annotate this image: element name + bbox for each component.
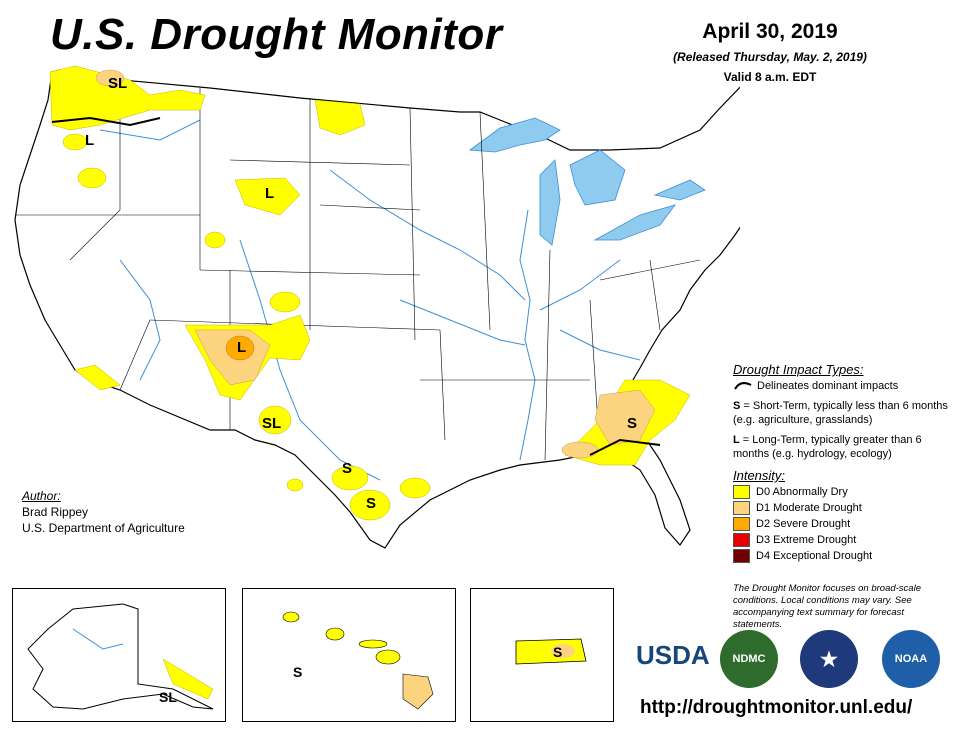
usda-logo: USDA [636,640,710,670]
s-text: = Short-Term, typically less than 6 mont… [733,400,948,426]
intensity-label: D4 Exceptional Drought [756,550,873,562]
impact-lines [51,116,661,456]
delineates-text: Delineates dominant impacts [757,380,899,392]
label-s-se: S [627,415,637,432]
puerto-rico-map: S [515,638,587,665]
label-sl-wa: SL [108,75,127,92]
map-title: U.S. Drought Monitor [50,10,503,59]
short-term-def: S = Short-Term, typically less than 6 mo… [733,399,958,427]
intensity-label: D0 Abnormally Dry [756,486,848,498]
intensity-swatch [733,485,750,499]
label-s-tx2: S [366,495,376,512]
label-sl-nm: SL [262,415,281,432]
eagle-icon: ★ [820,648,838,671]
legend: Drought Impact Types: Delineates dominan… [733,363,958,565]
delineation-line-icon [734,382,752,390]
intensity-row: D1 Moderate Drought [733,501,958,515]
label-s-pr: S [553,644,562,660]
intensity-label: D3 Extreme Drought [756,534,857,546]
author-name: Brad Rippey [22,505,89,519]
intensity-row: D0 Abnormally Dry [733,485,958,499]
label-l-wy: L [265,185,274,202]
hawaii-inset: S [242,588,456,722]
valid-time: Valid 8 a.m. EDT [723,70,817,84]
noaa-logo-text: NOAA [894,653,928,665]
author-heading: Author: [22,489,61,503]
intensity-swatch [733,549,750,563]
intensity-row: D4 Exceptional Drought [733,549,958,563]
intensity-swatch [733,501,750,515]
intensity-label: D1 Moderate Drought [756,502,862,514]
long-term-def: L = Long-Term, typically greater than 6 … [733,433,958,461]
label-l-or: L [85,132,94,149]
release-date: (Released Thursday, May. 2, 2019) [673,50,867,64]
label-s-tx1: S [342,460,352,477]
intensity-swatch [733,517,750,531]
l-text: = Long-Term, typically greater than 6 mo… [733,434,922,460]
alaska-inset: SL [12,588,226,722]
label-sl-ak: SL [159,689,177,705]
s-key: S [733,400,741,412]
hawaii-map: S [282,611,434,710]
l-key: L [733,434,740,446]
website-url[interactable]: http://droughtmonitor.unl.edu/ [640,697,913,718]
puerto-rico-inset: S [470,588,614,722]
doc-seal-logo: ★ [800,630,858,688]
ndmc-logo-text: NDMC [732,653,766,665]
great-lakes [468,117,706,246]
intensity-swatch [733,533,750,547]
intensity-label: D2 Severe Drought [756,518,851,530]
conus-map: SL L L L SL S S S [14,65,740,549]
map-date: April 30, 2019 [702,20,838,43]
conus-outline [14,69,740,549]
delineates-row: Delineates dominant impacts [733,379,958,393]
label-s-hi: S [293,664,302,680]
author-org: U.S. Department of Agriculture [22,521,185,535]
label-l-sw: L [237,339,246,356]
drought-d2-areas [225,335,255,361]
state-boundaries [15,80,701,461]
intensity-row: D3 Extreme Drought [733,533,958,547]
impact-labels: SL L L L SL S S S [85,75,637,512]
intensity-levels: D0 Abnormally Dry D1 Moderate Drought D2 S… [733,485,958,563]
author-block: Author: Brad Rippey U.S. Department of A… [22,488,185,536]
alaska-map: SL [27,603,214,710]
ndmc-logo: NDMC [720,630,778,688]
noaa-logo: NOAA [882,630,940,688]
impact-types-heading: Drought Impact Types: [733,362,864,377]
intensity-row: D2 Severe Drought [733,517,958,531]
disclaimer-note: The Drought Monitor focuses on broad-sca… [733,583,921,630]
intensity-heading: Intensity: [733,468,786,483]
